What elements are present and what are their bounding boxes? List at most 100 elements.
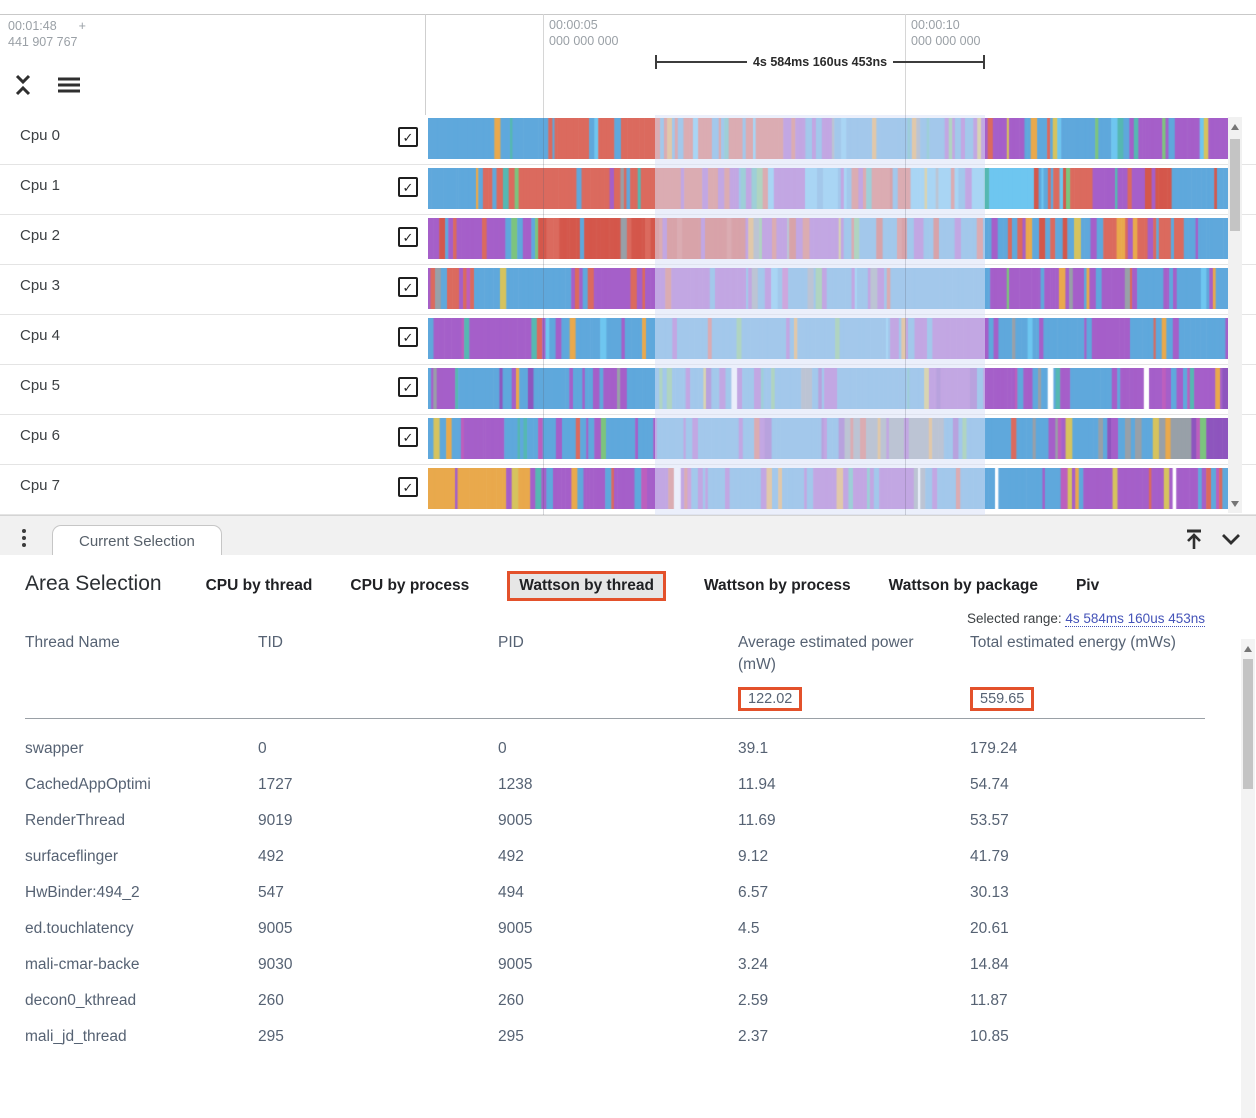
panel-title: Area Selection — [25, 572, 162, 595]
energy-cell: 11.87 — [970, 991, 1008, 1009]
cpu-track-row[interactable]: Cpu 2 ✓ — [0, 215, 1256, 265]
cpu-sched-track[interactable] — [428, 468, 1228, 509]
tab-wattson-by-thread[interactable]: Wattson by thread — [507, 571, 666, 601]
power-cell: 3.24 — [738, 955, 769, 973]
table-header-row: Thread Name TID PID Average estimated power… — [25, 632, 1205, 677]
collapse-all-tracks-icon[interactable] — [12, 72, 34, 98]
cpu-track-row[interactable]: Cpu 6 ✓ — [0, 415, 1256, 465]
ruler-tick-10s: 00:00:10 000 000 000 — [911, 18, 981, 49]
cpu-track-checkbox[interactable]: ✓ — [398, 427, 418, 447]
pid-cell: 260 — [498, 991, 524, 1009]
bottom-drawer-bar: Current Selection — [0, 515, 1256, 557]
thread-name-cell: swapper — [25, 739, 84, 757]
cpu-track-checkbox[interactable]: ✓ — [398, 327, 418, 347]
ruler-gridline — [543, 14, 544, 115]
selection-duration-bracket: 4s 584ms 160us 453ns — [655, 55, 986, 69]
pid-cell: 295 — [498, 1027, 524, 1045]
dock-to-top-icon[interactable] — [1184, 528, 1204, 550]
cpu-track-checkbox[interactable]: ✓ — [398, 377, 418, 397]
cpu-track-checkbox[interactable]: ✓ — [398, 477, 418, 497]
drawer-menu-kebab-icon[interactable] — [22, 529, 26, 547]
cpu-track-checkbox[interactable]: ✓ — [398, 127, 418, 147]
detail-scrollbar-thumb[interactable] — [1243, 659, 1253, 789]
cpu-track-row[interactable]: Cpu 0 ✓ — [0, 115, 1256, 165]
cpu-track-row[interactable]: Cpu 4 ✓ — [0, 315, 1256, 365]
table-row: RenderThread 9019 9005 11.69 53.57 — [25, 803, 1205, 839]
cpu-track-row[interactable]: Cpu 5 ✓ — [0, 365, 1256, 415]
cpu-track-row[interactable]: Cpu 3 ✓ — [0, 265, 1256, 315]
pid-cell: 0 — [498, 739, 507, 757]
cpu-sched-track[interactable] — [428, 218, 1228, 259]
cpu-track-checkbox[interactable]: ✓ — [398, 227, 418, 247]
origin-nanoseconds: 441 907 767 — [8, 35, 78, 50]
column-header: Average estimated power (mW) — [738, 634, 914, 674]
detail-scrollbar[interactable] — [1241, 639, 1255, 1118]
pid-cell: 494 — [498, 883, 524, 901]
ruler-gridline — [905, 14, 906, 115]
cpu-sched-track[interactable] — [428, 268, 1228, 309]
cpu-tracks-section: Cpu 0 ✓ Cpu 1 ✓ Cpu 2 ✓ Cpu 3 ✓ Cpu 4 ✓ Cpu 5 ✓ Cpu … — [0, 115, 1256, 515]
cpu-sched-track[interactable] — [428, 368, 1228, 409]
tab-piv[interactable]: Piv — [1075, 577, 1100, 594]
table-row: surfaceflinger 492 492 9.12 41.79 — [25, 839, 1205, 875]
cpu-track-checkbox[interactable]: ✓ — [398, 177, 418, 197]
thread-name-cell: mali_jd_thread — [25, 1027, 127, 1045]
track-filter-menu-icon[interactable] — [56, 74, 82, 96]
table-body: swapper 0 0 39.1 179.24 CachedAppOptimi 1727 12… — [25, 731, 1205, 1055]
ruler-tick-5s: 00:00:05 000 000 000 — [549, 18, 619, 49]
column-header: Thread Name — [25, 634, 120, 651]
tab-wattson-by-package[interactable]: Wattson by package — [888, 577, 1038, 594]
timeline-ruler[interactable]: 00:01:48 + 441 907 767 00:00:05 — [0, 0, 1256, 115]
cpu-track-label: Cpu 1 — [20, 177, 61, 194]
selection-detail-panel: Area Selection CPU by thread CPU by proce… — [0, 555, 1256, 1118]
cpu-sched-track[interactable] — [428, 318, 1228, 359]
energy-cell: 30.13 — [970, 883, 1009, 901]
cpu-track-label: Cpu 6 — [20, 427, 61, 444]
energy-cell: 179.24 — [970, 739, 1018, 757]
power-cell: 9.12 — [738, 847, 769, 865]
tab-cpu-by-thread[interactable]: CPU by thread — [205, 577, 313, 594]
thread-name-cell: decon0_kthread — [25, 991, 137, 1009]
cpu-track-row[interactable]: Cpu 1 ✓ — [0, 165, 1256, 215]
tab-cpu-by-process[interactable]: CPU by process — [350, 577, 470, 594]
energy-cell: 41.79 — [970, 847, 1009, 865]
power-cell: 4.5 — [738, 919, 760, 937]
area-selection-tabstrip: Area Selection CPU by thread CPU by proce… — [25, 571, 1256, 601]
cpu-sched-track[interactable] — [428, 418, 1228, 459]
energy-cell: 53.57 — [970, 811, 1009, 829]
power-cell: 11.69 — [738, 811, 776, 829]
thread-name-cell: HwBinder:494_2 — [25, 883, 140, 901]
power-cell: 39.1 — [738, 739, 769, 757]
tab-wattson-by-process[interactable]: Wattson by process — [703, 577, 851, 594]
summary-total-energy: 559.65 — [970, 686, 1035, 711]
cpu-track-label: Cpu 3 — [20, 277, 61, 294]
tid-cell: 9019 — [258, 811, 293, 829]
selected-range-link[interactable]: 4s 584ms 160us 453ns — [1065, 611, 1205, 627]
table-row: decon0_kthread 260 260 2.59 11.87 — [25, 983, 1205, 1019]
cpu-track-checkbox[interactable]: ✓ — [398, 277, 418, 297]
cpu-track-row[interactable]: Cpu 7 ✓ — [0, 465, 1256, 515]
tid-cell: 295 — [258, 1027, 284, 1045]
wattson-thread-table: Selected range: 4s 584ms 160us 453ns Thr… — [25, 611, 1205, 1055]
power-cell: 2.59 — [738, 991, 769, 1009]
energy-cell: 14.84 — [970, 955, 1009, 973]
selected-range-line: Selected range: 4s 584ms 160us 453ns — [967, 611, 1205, 627]
origin-plus: + — [78, 19, 86, 33]
tab-current-selection[interactable]: Current Selection — [52, 525, 222, 557]
collapse-panel-chevron-down-icon[interactable] — [1220, 532, 1242, 546]
cpu-sched-track[interactable] — [428, 168, 1228, 209]
scroll-up-arrow-icon[interactable] — [1231, 124, 1239, 130]
energy-cell: 54.74 — [970, 775, 1009, 793]
tracks-scrollbar-thumb[interactable] — [1230, 139, 1240, 231]
cpu-track-label: Cpu 2 — [20, 227, 61, 244]
scroll-down-arrow-icon[interactable] — [1231, 501, 1239, 507]
table-row: swapper 0 0 39.1 179.24 — [25, 731, 1205, 767]
tid-cell: 0 — [258, 739, 267, 757]
tid-cell: 492 — [258, 847, 284, 865]
tracks-scrollbar[interactable] — [1228, 117, 1242, 513]
thread-name-cell: CachedAppOptimi — [25, 775, 151, 793]
pid-cell: 9005 — [498, 919, 533, 937]
cpu-sched-track[interactable] — [428, 118, 1228, 159]
thread-name-cell: ed.touchlatency — [25, 919, 134, 937]
detail-scroll-up-arrow-icon[interactable] — [1244, 646, 1252, 652]
